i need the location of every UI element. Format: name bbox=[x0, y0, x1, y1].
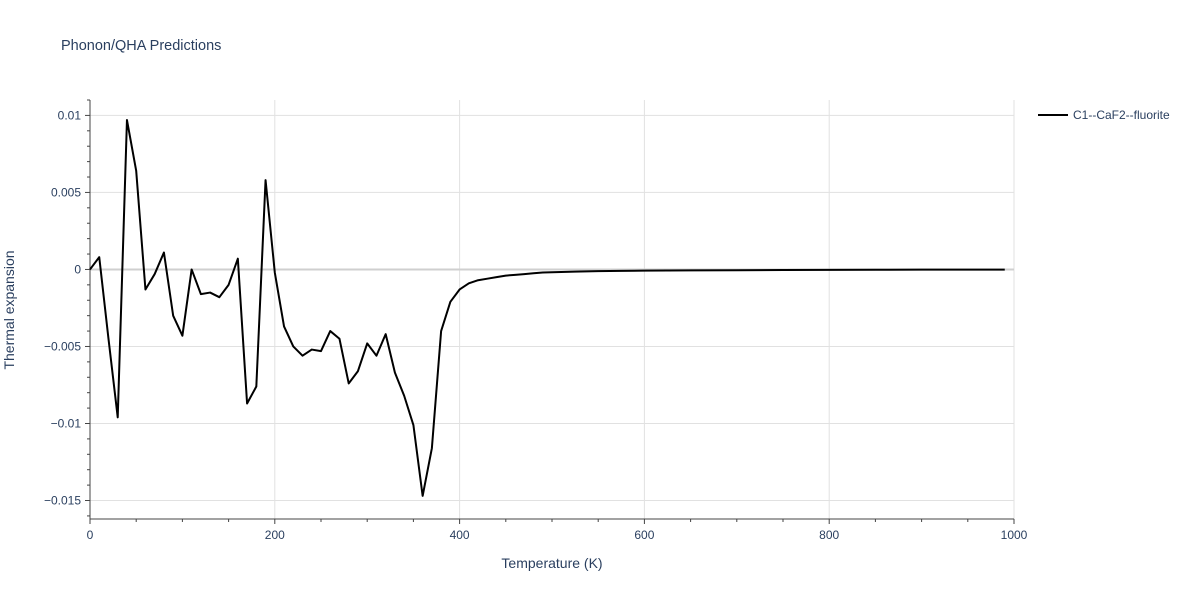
series-layer bbox=[89, 119, 1005, 497]
x-tick-label: 800 bbox=[819, 528, 839, 542]
x-tick-label: 400 bbox=[450, 528, 470, 542]
x-tick-label: 1000 bbox=[1001, 528, 1028, 542]
y-tick-label: 0.005 bbox=[51, 185, 81, 199]
y-tick-label: −0.01 bbox=[51, 416, 82, 430]
y-tick-label: −0.015 bbox=[44, 494, 81, 508]
gridlines bbox=[90, 100, 1015, 519]
x-tick-label: 200 bbox=[265, 528, 285, 542]
legend[interactable]: C1--CaF2--fluorite bbox=[1038, 108, 1170, 122]
series-line bbox=[89, 119, 1005, 497]
axes: 0 200 400 600 800 1000 0.01 0.005 0 −0.005 −0.01 −0… bbox=[44, 99, 1028, 542]
y-tick-label: 0 bbox=[74, 262, 81, 276]
x-axis-title: Temperature (K) bbox=[501, 555, 602, 571]
legend-label: C1--CaF2--fluorite bbox=[1073, 108, 1170, 122]
y-tick-label: −0.005 bbox=[44, 339, 81, 353]
x-tick-label: 600 bbox=[634, 528, 654, 542]
y-axis-title: Thermal expansion bbox=[1, 250, 17, 369]
chart-title: Phonon/QHA Predictions bbox=[61, 38, 221, 54]
x-tick-label: 0 bbox=[87, 528, 94, 542]
y-tick-label: 0.01 bbox=[58, 108, 82, 122]
